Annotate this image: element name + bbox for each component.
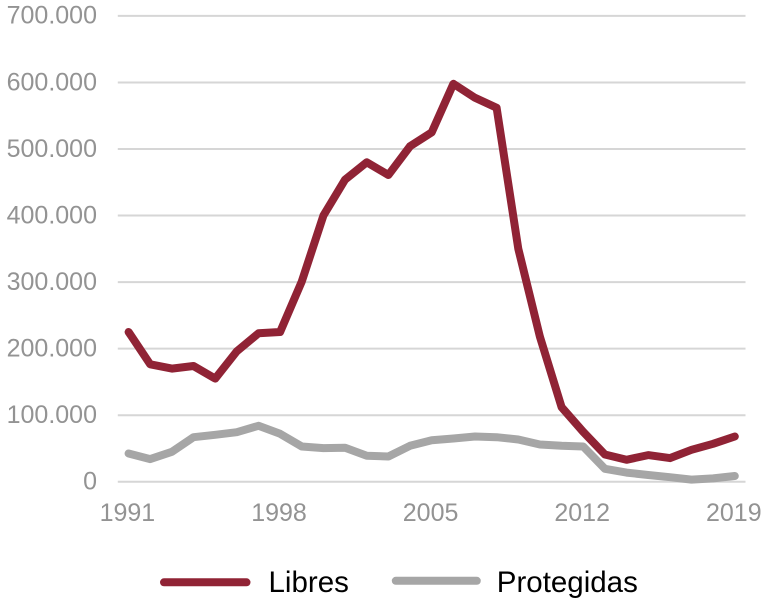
svg-text:1991: 1991: [100, 499, 156, 527]
svg-text:1998: 1998: [251, 499, 307, 527]
svg-text:Protegidas: Protegidas: [497, 566, 638, 599]
svg-text:500.000: 500.000: [7, 135, 97, 163]
svg-text:700.000: 700.000: [7, 2, 97, 30]
svg-text:2019: 2019: [706, 499, 762, 527]
svg-text:100.000: 100.000: [7, 401, 97, 429]
svg-text:300.000: 300.000: [7, 268, 97, 296]
svg-text:2012: 2012: [554, 499, 610, 527]
svg-text:2005: 2005: [403, 499, 459, 527]
svg-text:Libres: Libres: [269, 566, 349, 599]
svg-text:0: 0: [83, 468, 97, 496]
svg-text:400.000: 400.000: [7, 201, 97, 229]
svg-text:200.000: 200.000: [7, 334, 97, 362]
svg-text:600.000: 600.000: [7, 68, 97, 96]
